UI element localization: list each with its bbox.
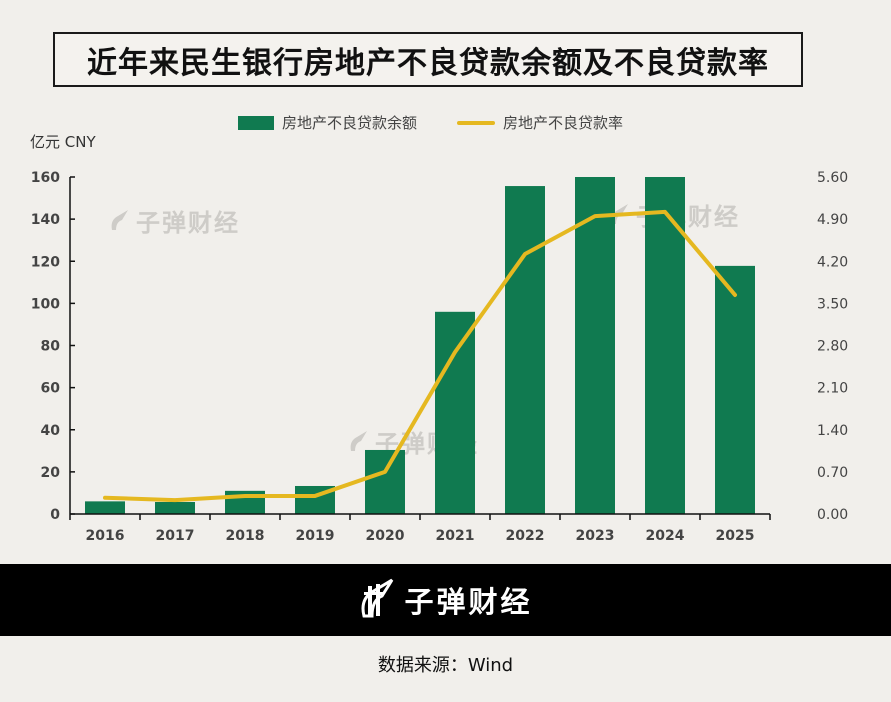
- x-tick-label: 2019: [296, 528, 335, 544]
- bar: [365, 449, 405, 514]
- right-tick-label: 4.90: [817, 212, 848, 228]
- right-tick-label: 5.60: [817, 170, 848, 186]
- left-tick-label: 0: [50, 507, 60, 523]
- right-tick-label: 3.50: [817, 296, 848, 312]
- legend-bar-label: 房地产不良贷款余额: [282, 114, 418, 132]
- left-y-axis: 0 20 40 60 80 100 120 140 160: [31, 170, 75, 523]
- x-tick-label: 2020: [366, 528, 405, 544]
- chart-title-box: 近年来民生银行房地产不良贷款余额及不良贷款率: [53, 32, 803, 87]
- brand-footer: 子弹财经: [0, 564, 891, 636]
- left-tick-label: 160: [31, 170, 60, 186]
- data-source: 数据来源：Wind: [377, 655, 514, 676]
- brand: 子弹财经: [358, 578, 532, 622]
- bar: [505, 186, 545, 514]
- bar: [155, 501, 195, 514]
- right-tick-label: 0.70: [817, 465, 848, 481]
- chart-title: 近年来民生银行房地产不良贷款余额及不良贷款率: [87, 45, 769, 81]
- chart-plot: 0 20 40 60 80 100 120 140 160 0.00 0.70 1.40 2.10 2.…: [31, 170, 848, 544]
- left-tick-label: 40: [41, 423, 61, 439]
- bar: [645, 177, 685, 514]
- bar-swatch-icon: [238, 115, 274, 130]
- bar: [715, 265, 755, 514]
- x-tick-label: 2024: [646, 528, 685, 544]
- x-axis: 2016 2017 2018 2019 2020 2021 2022 2023 2024 2025: [69, 513, 771, 544]
- right-y-axis: 0.00 0.70 1.40 2.10 2.80 3.50 4.20 4.90 5.60: [817, 170, 848, 523]
- brand-logo-icon: [361, 578, 394, 618]
- left-tick-label: 20: [41, 465, 61, 481]
- right-tick-label: 2.80: [817, 339, 848, 355]
- x-tick-label: 2023: [576, 528, 615, 544]
- left-axis-unit: 亿元 CNY: [30, 133, 96, 151]
- bar: [575, 177, 615, 514]
- x-tick-label: 2025: [716, 528, 755, 544]
- bar: [85, 501, 125, 514]
- x-tick-label: 2018: [226, 528, 265, 544]
- right-tick-label: 0.00: [817, 507, 848, 523]
- right-tick-label: 2.10: [817, 381, 848, 397]
- line-swatch-icon: [457, 120, 496, 125]
- x-tick-label: 2017: [156, 528, 195, 544]
- watermark: 子弹财经: [108, 203, 240, 238]
- left-tick-label: 120: [31, 254, 60, 270]
- legend-item-line: 房地产不良贷款率: [457, 112, 623, 133]
- right-tick-label: 4.20: [817, 254, 848, 270]
- x-tick-label: 2016: [86, 528, 125, 544]
- legend-item-bar: 房地产不良贷款余额: [238, 112, 417, 133]
- x-tick-label: 2022: [506, 528, 545, 544]
- legend-line-label: 房地产不良贷款率: [503, 114, 624, 132]
- bar: [435, 311, 475, 514]
- right-tick-label: 1.40: [817, 423, 848, 439]
- bullet-logo-icon: [350, 430, 367, 451]
- line-series: [103, 209, 737, 503]
- bar-series: [85, 177, 755, 514]
- x-tick-label: 2021: [436, 528, 475, 544]
- left-tick-label: 100: [31, 296, 60, 312]
- legend: 房地产不良贷款余额 房地产不良贷款率: [238, 112, 663, 133]
- bullet-logo-icon: [111, 209, 128, 230]
- left-tick-label: 80: [41, 339, 61, 355]
- brand-name: 子弹财经: [404, 585, 533, 619]
- left-tick-label: 60: [41, 381, 61, 397]
- left-tick-label: 140: [31, 212, 60, 228]
